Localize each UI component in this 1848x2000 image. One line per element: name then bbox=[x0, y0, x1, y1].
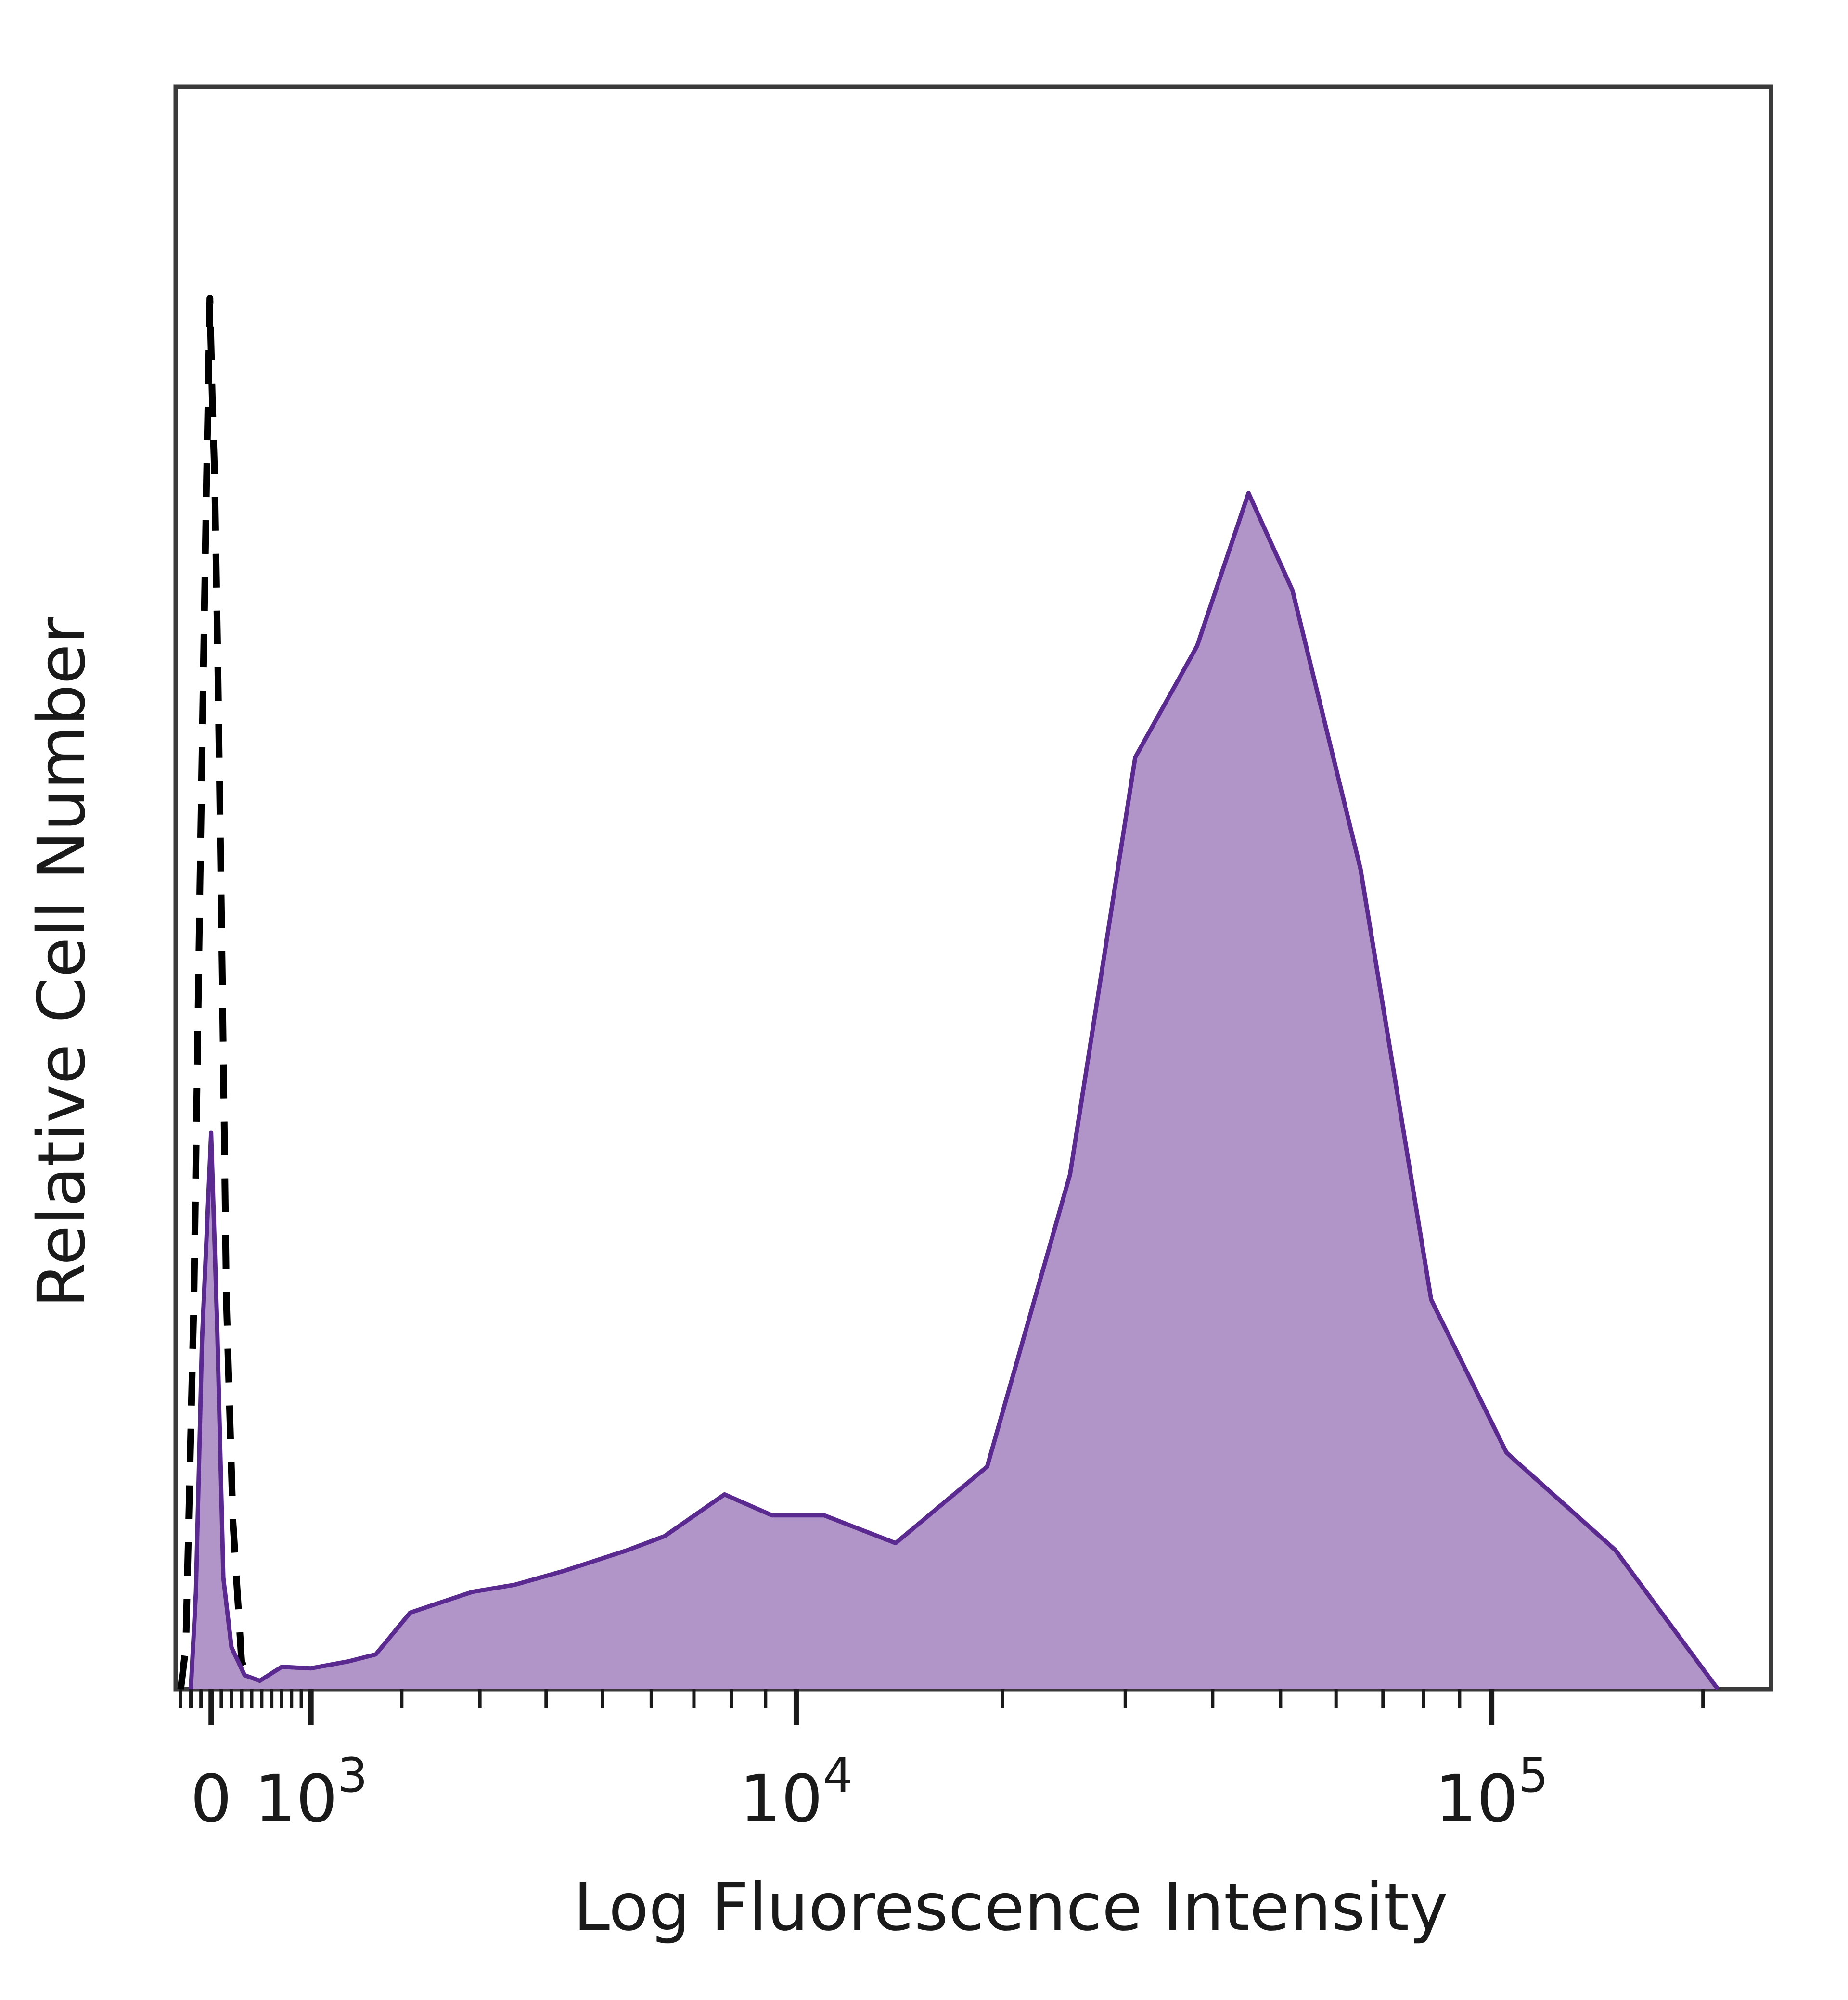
series-line-0 bbox=[177, 295, 257, 1691]
y-axis-label: Relative Cell Number bbox=[24, 617, 100, 1308]
series-layer bbox=[177, 295, 1720, 1691]
plot-frame bbox=[173, 84, 1773, 1692]
series-line-1 bbox=[189, 491, 1720, 1691]
x-tick-label: 103 bbox=[254, 1748, 367, 1837]
series-fill-1 bbox=[191, 493, 1718, 1689]
x-tick-label: 104 bbox=[740, 1748, 853, 1837]
x-axis-label: Log Fluorescence Intensity bbox=[573, 1870, 1448, 1946]
x-tick-label: 0 bbox=[190, 1761, 232, 1837]
x-tick-label: 105 bbox=[1435, 1748, 1548, 1837]
x-axis-ticks: 0 103 104 105 bbox=[179, 1689, 1705, 1837]
